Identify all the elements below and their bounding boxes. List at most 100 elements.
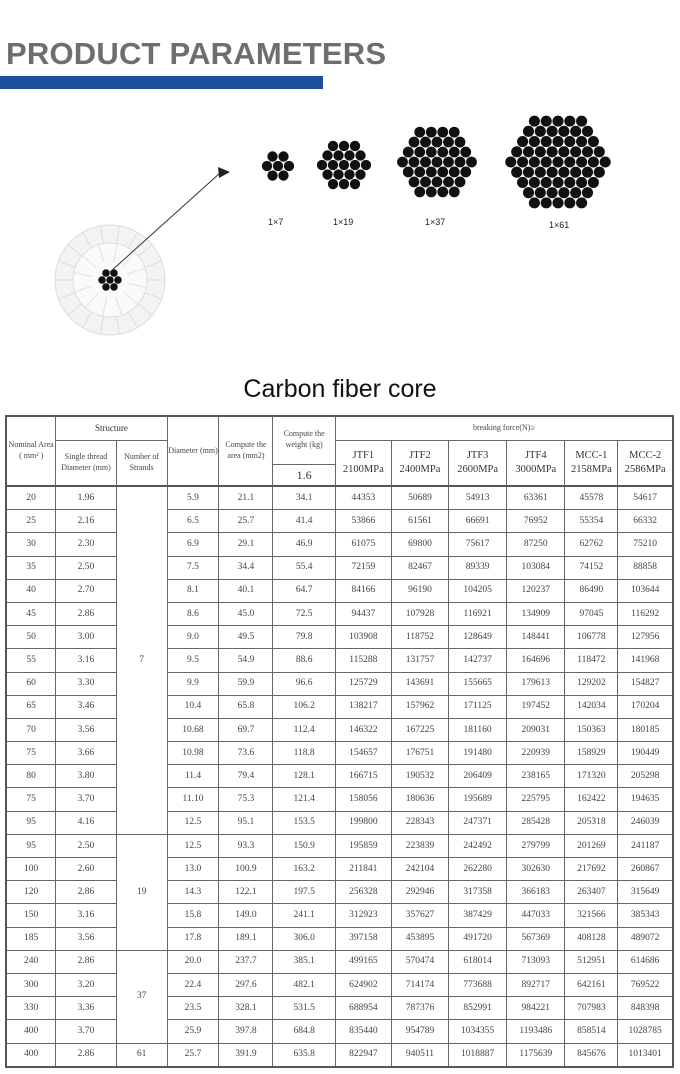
table-cell: 688954 bbox=[334, 996, 392, 1021]
table-cell: 29.1 bbox=[218, 532, 274, 557]
table-cell: 13.0 bbox=[166, 856, 220, 882]
strand bbox=[349, 178, 361, 190]
table-cell: 1018887 bbox=[448, 1042, 508, 1068]
strand bbox=[333, 169, 344, 180]
table-cell: 2.50 bbox=[55, 555, 117, 580]
table-cell: 148441 bbox=[506, 625, 566, 650]
table-cell: 153.5 bbox=[272, 810, 336, 835]
table-row: 45 2.86 8.6 45.0 72.5 94437 107928 116921 134909… bbox=[5, 601, 674, 627]
table-cell: 482.1 bbox=[272, 972, 336, 998]
table-cell: 129202 bbox=[564, 671, 619, 696]
table-row: 95 4.16 12.5 95.1 153.5 199800 228343 247371 285… bbox=[5, 810, 674, 835]
header-breaking-force: breaking force(N)≥ bbox=[334, 415, 674, 441]
strand bbox=[552, 115, 564, 127]
strand bbox=[338, 178, 350, 190]
table-cell: 44353 bbox=[334, 485, 392, 511]
table-cell: 306.0 bbox=[272, 926, 336, 951]
table-cell: 75210 bbox=[617, 532, 674, 557]
table-cell: 263407 bbox=[564, 880, 619, 905]
strand bbox=[431, 156, 443, 168]
strand bbox=[322, 169, 333, 180]
strand bbox=[322, 150, 333, 161]
strand bbox=[558, 166, 570, 178]
table-cell: 61561 bbox=[390, 509, 450, 534]
strand bbox=[534, 146, 546, 158]
strand bbox=[272, 160, 284, 172]
table-row: 100 2.60 13.0 100.9 163.2 211841 242104 262280 3… bbox=[5, 856, 674, 882]
table-cell: 45 bbox=[5, 601, 57, 627]
strand bbox=[576, 136, 588, 148]
strand bbox=[278, 170, 289, 181]
table-cell: 618014 bbox=[448, 949, 508, 974]
core-strands bbox=[98, 269, 122, 291]
strand bbox=[98, 276, 106, 284]
strand bbox=[349, 159, 361, 171]
strand bbox=[564, 136, 576, 148]
strand bbox=[540, 136, 552, 148]
table-cell: 25.7 bbox=[166, 1042, 220, 1068]
strand bbox=[552, 197, 564, 209]
strand bbox=[431, 136, 443, 148]
strand bbox=[540, 156, 552, 168]
table-cell: 8.6 bbox=[166, 601, 220, 627]
header-grade-jtf1: JTF1 2100MPa bbox=[334, 439, 392, 487]
strand bbox=[110, 283, 118, 291]
table-cell: 162422 bbox=[564, 787, 619, 812]
table-cell: 179613 bbox=[506, 671, 566, 696]
strand bbox=[454, 136, 466, 148]
header-grade-mcc2: MCC-2 2586MPa bbox=[617, 439, 674, 487]
strand bbox=[448, 146, 460, 158]
table-cell: 11.4 bbox=[166, 764, 220, 789]
table-row: 400 3.70 25.9 397.8 684.8 835440 954789 1034355… bbox=[5, 1019, 674, 1044]
table-cell: 635.8 bbox=[272, 1042, 336, 1068]
strand bbox=[522, 146, 535, 158]
strand bbox=[581, 146, 594, 158]
strand bbox=[564, 156, 576, 168]
table-cell: 312923 bbox=[334, 903, 392, 928]
header-area: Compute the area (mm2) bbox=[218, 415, 274, 487]
strand bbox=[267, 151, 278, 162]
strand bbox=[534, 125, 546, 137]
strand bbox=[278, 151, 289, 162]
strand bbox=[408, 136, 420, 148]
strand bbox=[528, 197, 540, 209]
table-cell: 260867 bbox=[617, 856, 674, 882]
table-cell: 40.1 bbox=[218, 578, 274, 603]
strand bbox=[460, 146, 472, 158]
table-row: 30 2.30 6.9 29.1 46.9 61075 69800 75617 87250 627… bbox=[5, 532, 674, 557]
bundle-1x37 bbox=[397, 126, 477, 198]
table-cell: 330 bbox=[5, 996, 57, 1021]
table-cell: 2.86 bbox=[55, 1042, 117, 1068]
table-cell: 241187 bbox=[617, 833, 674, 859]
table-cell: 79.8 bbox=[272, 625, 336, 650]
table-cell: 197452 bbox=[506, 694, 566, 719]
strand-count-cell: 37 bbox=[115, 949, 168, 1044]
table-cell: 88.6 bbox=[272, 648, 336, 673]
table-cell: 3.16 bbox=[55, 903, 117, 928]
strand bbox=[576, 176, 588, 188]
strand bbox=[517, 156, 529, 168]
strand bbox=[570, 146, 582, 158]
strand bbox=[522, 187, 535, 199]
table-cell: 3.46 bbox=[55, 694, 117, 719]
table-cell: 297.6 bbox=[218, 972, 274, 998]
table-cell: 66691 bbox=[448, 509, 508, 534]
table-row: 60 3.30 9.9 59.9 96.6 125729 143691 155665 17961… bbox=[5, 671, 674, 696]
table-cell: 157962 bbox=[390, 694, 450, 719]
table-cell: 3.36 bbox=[55, 996, 117, 1021]
table-cell: 366183 bbox=[506, 880, 566, 905]
parameters-table: Nominal Area ( mm² ) Structure Diameter … bbox=[5, 415, 674, 1068]
table-cell: 72.5 bbox=[272, 601, 336, 627]
strand bbox=[338, 159, 350, 171]
table-cell: 80 bbox=[5, 764, 57, 789]
table-cell: 317358 bbox=[448, 880, 508, 905]
table-cell: 103644 bbox=[617, 578, 674, 603]
table-cell: 181160 bbox=[448, 717, 508, 743]
table-cell: 769522 bbox=[617, 972, 674, 998]
strand bbox=[454, 156, 466, 168]
table-cell: 7.5 bbox=[166, 555, 220, 580]
strand bbox=[261, 160, 273, 172]
strand bbox=[576, 197, 588, 209]
table-cell: 567369 bbox=[506, 926, 566, 951]
table-cell: 106.2 bbox=[272, 694, 336, 719]
